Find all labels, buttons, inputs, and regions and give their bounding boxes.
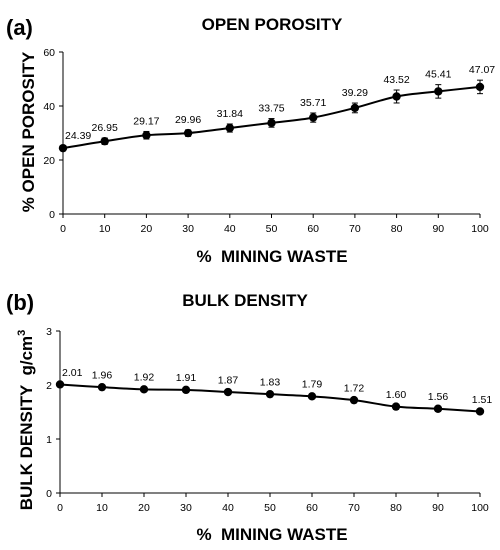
data-label-open-porosity: 29.17 bbox=[133, 115, 159, 127]
data-point-bulk-density bbox=[181, 385, 191, 395]
data-point-open-porosity bbox=[58, 143, 68, 153]
x-tick-label-open-porosity: 30 bbox=[182, 223, 194, 235]
data-point-bulk-density bbox=[97, 382, 107, 392]
panel-label-a: (a) bbox=[6, 15, 33, 40]
data-point-bulk-density bbox=[139, 385, 149, 394]
data-point-bulk-density bbox=[307, 392, 317, 401]
x-tick-label-bulk-density: 100 bbox=[471, 502, 489, 514]
x-tick-label-open-porosity: 80 bbox=[391, 223, 403, 235]
data-point-bulk-density bbox=[391, 402, 401, 411]
data-point-open-porosity bbox=[392, 92, 401, 101]
data-label-bulk-density: 1.87 bbox=[218, 374, 239, 386]
data-label-bulk-density: 1.91 bbox=[176, 372, 197, 384]
chart-title-bulk-density: BULK DENSITY bbox=[182, 291, 308, 310]
data-label-open-porosity: 26.95 bbox=[92, 122, 118, 134]
chart-bulk-density: (b) BULK DENSITY BULK DENSITY g/cm3 % MI… bbox=[6, 290, 492, 544]
y-tick-label-bulk-density: 1 bbox=[46, 434, 52, 446]
data-label-open-porosity: 33.75 bbox=[258, 103, 284, 115]
series-line-open-porosity bbox=[62, 85, 481, 150]
y-tick-label-bulk-density: 2 bbox=[46, 380, 52, 392]
data-label-open-porosity: 31.84 bbox=[217, 108, 243, 120]
y-tick-label-bulk-density: 0 bbox=[46, 488, 52, 500]
y-tick-label-open-porosity: 40 bbox=[43, 101, 55, 113]
x-tick-label-bulk-density: 70 bbox=[348, 502, 360, 514]
x-axis-title-open-porosity: % MINING WASTE bbox=[196, 247, 347, 266]
chart-open-porosity: (a) OPEN POROSITY % OPEN POROSITY % MINI… bbox=[6, 15, 495, 266]
data-label-bulk-density: 1.79 bbox=[302, 379, 323, 391]
x-tick-label-bulk-density: 50 bbox=[264, 502, 276, 514]
data-point-open-porosity bbox=[475, 82, 485, 92]
data-label-open-porosity: 24.39 bbox=[65, 130, 91, 142]
data-point-bulk-density bbox=[349, 395, 359, 405]
x-tick-label-bulk-density: 60 bbox=[306, 502, 318, 514]
data-label-open-porosity: 35.71 bbox=[300, 97, 326, 109]
data-point-open-porosity bbox=[225, 123, 234, 133]
data-point-bulk-density bbox=[55, 380, 65, 389]
y-tick-label-open-porosity: 20 bbox=[43, 155, 55, 167]
chart-title-open-porosity: OPEN POROSITY bbox=[202, 15, 343, 34]
x-tick-label-open-porosity: 20 bbox=[141, 223, 153, 235]
x-tick-label-bulk-density: 10 bbox=[96, 502, 108, 514]
x-tick-label-open-porosity: 90 bbox=[432, 223, 444, 235]
x-axis-title-bulk-density: % MINING WASTE bbox=[196, 525, 347, 544]
data-point-open-porosity bbox=[183, 128, 193, 138]
data-label-open-porosity: 43.52 bbox=[383, 74, 409, 86]
data-label-open-porosity: 29.96 bbox=[175, 114, 201, 126]
x-tick-label-open-porosity: 70 bbox=[349, 223, 361, 235]
data-point-open-porosity bbox=[309, 113, 318, 122]
data-label-bulk-density: 1.51 bbox=[472, 394, 493, 406]
y-axis-title-bulk-density-sup: 3 bbox=[16, 330, 28, 336]
x-tick-label-open-porosity: 100 bbox=[471, 223, 489, 235]
data-label-bulk-density: 1.96 bbox=[92, 370, 113, 382]
data-point-open-porosity bbox=[350, 103, 360, 113]
data-label-open-porosity: 45.41 bbox=[425, 69, 451, 81]
y-tick-label-bulk-density: 3 bbox=[46, 326, 52, 338]
data-label-bulk-density: 1.92 bbox=[134, 372, 155, 384]
data-point-bulk-density bbox=[223, 387, 233, 397]
panel-label-b: (b) bbox=[6, 290, 34, 315]
data-point-bulk-density bbox=[265, 389, 275, 399]
x-tick-label-bulk-density: 90 bbox=[432, 502, 444, 514]
data-point-bulk-density bbox=[475, 407, 485, 416]
y-axis-title-bulk-density: BULK DENSITY g/cm3 bbox=[16, 330, 36, 511]
data-label-bulk-density: 1.72 bbox=[344, 383, 365, 395]
data-label-bulk-density: 1.83 bbox=[260, 377, 281, 389]
y-tick-label-open-porosity: 60 bbox=[43, 47, 55, 59]
data-label-bulk-density: 2.01 bbox=[62, 367, 83, 379]
x-tick-label-open-porosity: 10 bbox=[99, 223, 111, 235]
data-point-open-porosity bbox=[100, 137, 109, 146]
y-axis-title-bulk-density-main: BULK DENSITY g/cm bbox=[17, 336, 36, 510]
x-tick-label-open-porosity: 50 bbox=[266, 223, 278, 235]
data-label-open-porosity: 39.29 bbox=[342, 87, 368, 99]
data-label-bulk-density: 1.60 bbox=[386, 389, 407, 401]
data-point-open-porosity bbox=[267, 118, 276, 128]
y-axis-title-open-porosity: % OPEN POROSITY bbox=[19, 51, 38, 212]
x-tick-label-bulk-density: 40 bbox=[222, 502, 234, 514]
data-point-open-porosity bbox=[142, 131, 151, 140]
x-tick-label-bulk-density: 80 bbox=[390, 502, 402, 514]
y-tick-label-open-porosity: 0 bbox=[49, 209, 55, 221]
x-tick-label-open-porosity: 40 bbox=[224, 223, 236, 235]
x-tick-label-bulk-density: 30 bbox=[180, 502, 192, 514]
x-tick-label-bulk-density: 20 bbox=[138, 502, 150, 514]
x-tick-label-bulk-density: 0 bbox=[57, 502, 63, 514]
x-tick-label-open-porosity: 60 bbox=[307, 223, 319, 235]
data-label-open-porosity: 47.07 bbox=[469, 64, 495, 76]
data-label-bulk-density: 1.56 bbox=[428, 391, 449, 403]
x-tick-label-open-porosity: 0 bbox=[60, 223, 66, 235]
data-point-open-porosity bbox=[434, 87, 443, 96]
data-point-bulk-density bbox=[433, 404, 443, 413]
